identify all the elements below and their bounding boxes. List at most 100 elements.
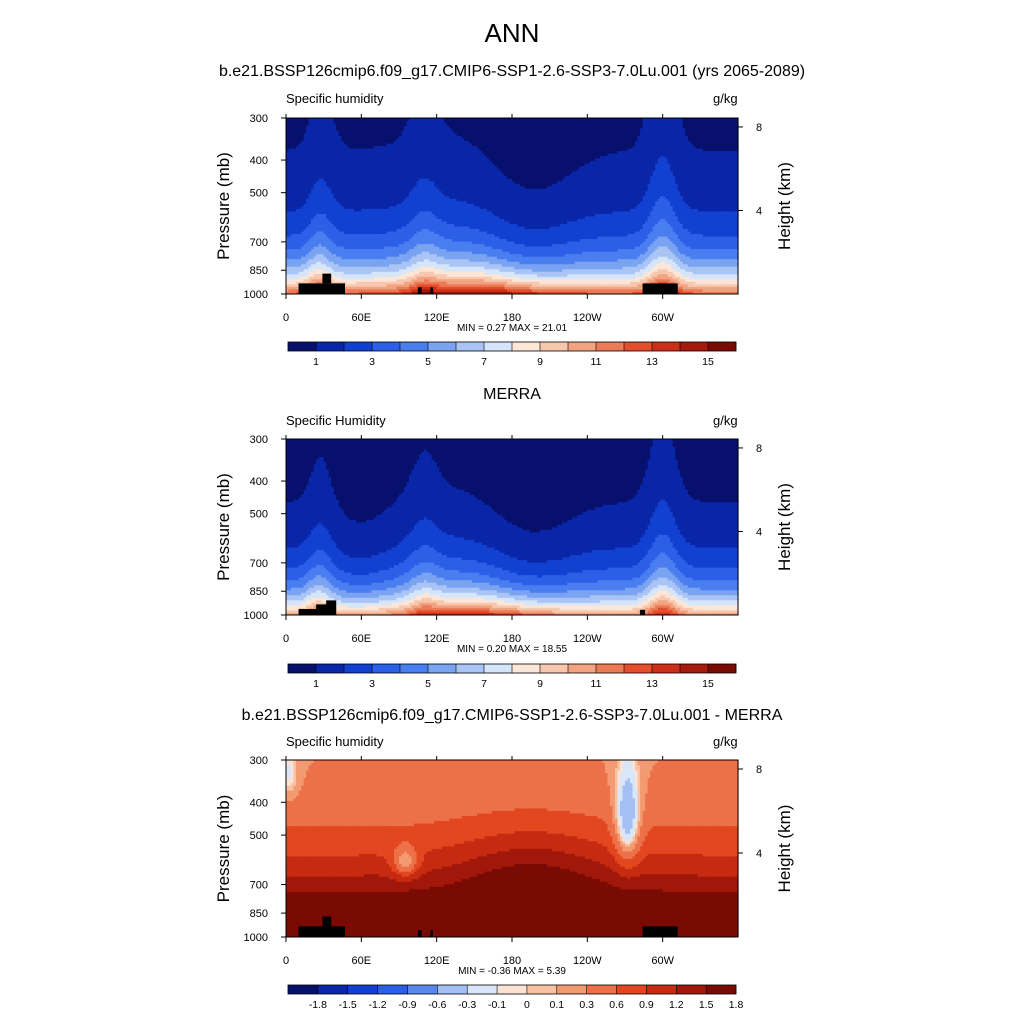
contour-cell xyxy=(715,117,719,152)
contour-cell xyxy=(401,260,405,270)
contour-cell xyxy=(431,117,435,182)
contour-cell xyxy=(524,594,528,601)
contour-cell xyxy=(426,561,430,573)
contour-cell xyxy=(378,825,383,857)
contour-cell xyxy=(308,607,312,611)
contour-cell xyxy=(291,283,295,287)
contour-cell xyxy=(547,612,551,616)
contour-cell xyxy=(308,238,312,252)
contour-cell xyxy=(690,117,694,144)
contour-cell xyxy=(577,291,581,295)
contour-cell xyxy=(574,291,578,295)
contour-cell xyxy=(670,276,674,282)
contour-cell xyxy=(577,167,581,219)
contour-cell xyxy=(496,514,501,551)
contour-cell xyxy=(617,286,621,290)
contour-cell xyxy=(434,438,438,463)
contour-cell xyxy=(635,544,639,566)
contour-cell xyxy=(519,225,523,245)
contour-cell xyxy=(291,258,295,267)
contour-cell xyxy=(383,875,388,892)
contour-cell xyxy=(529,278,533,282)
contour-cell xyxy=(434,609,438,613)
contour-cell xyxy=(735,589,739,596)
case-title: b.e21.BSSP126cmip6.f09_g17.CMIP6-SSP1-2.… xyxy=(218,63,806,80)
contour-cell xyxy=(341,875,345,892)
contour-cell xyxy=(461,225,465,242)
contour-cell xyxy=(534,263,538,272)
contour-cell xyxy=(484,438,488,505)
contour-cell xyxy=(348,556,352,573)
contour-cell xyxy=(363,248,367,260)
contour-cell xyxy=(695,609,699,613)
contour-cell xyxy=(534,270,538,275)
contour-cell xyxy=(444,554,448,571)
land-mask-obs xyxy=(298,609,324,615)
contour-cell xyxy=(376,288,380,292)
contour-cell xyxy=(534,597,538,601)
contour-cell xyxy=(707,117,711,152)
contour-cell xyxy=(647,255,651,265)
contour-cell xyxy=(715,566,719,581)
contour-cell xyxy=(607,250,611,262)
contour-cell xyxy=(652,602,656,608)
contour-cell xyxy=(353,602,357,608)
contour-cell xyxy=(697,258,701,267)
contour-cell xyxy=(569,278,573,285)
contour-cell xyxy=(627,546,631,568)
contour-cell xyxy=(409,591,413,601)
contour-cell xyxy=(441,607,445,611)
contour-cell xyxy=(496,268,501,275)
contour-cell xyxy=(637,281,641,285)
contour-cell xyxy=(597,438,601,508)
contour-cell xyxy=(399,597,403,603)
contour-cell xyxy=(537,117,541,189)
contour-cell xyxy=(494,281,498,285)
contour-cell xyxy=(356,521,360,558)
contour-cell xyxy=(672,561,676,576)
contour-cell xyxy=(464,240,468,252)
contour-cell xyxy=(293,784,297,799)
contour-cell xyxy=(358,591,362,598)
contour-cell xyxy=(539,591,543,598)
contour-cell xyxy=(512,589,516,596)
contour-cell xyxy=(652,205,656,227)
contour-cell xyxy=(356,248,360,260)
contour-cell xyxy=(604,589,609,596)
contour-cell xyxy=(333,855,337,877)
contour-cell xyxy=(351,278,355,285)
contour-cell xyxy=(554,278,558,285)
contour-cell xyxy=(303,243,307,257)
contour-cell xyxy=(356,556,360,576)
contour-cell xyxy=(333,281,337,285)
contour-cell xyxy=(559,243,563,257)
contour-cell xyxy=(474,288,478,292)
contour-cell xyxy=(594,549,598,571)
contour-cell xyxy=(609,213,614,237)
contour-cell xyxy=(286,438,290,503)
contour-cell xyxy=(303,825,307,857)
contour-cell xyxy=(386,759,390,827)
contour-cell xyxy=(434,594,438,601)
contour-cell xyxy=(537,281,541,287)
contour-cell xyxy=(657,278,661,282)
contour-cell xyxy=(657,597,661,601)
contour-cell xyxy=(637,230,641,247)
contour-cell xyxy=(459,258,463,267)
contour-cell xyxy=(419,519,423,548)
contour-cell xyxy=(564,604,568,611)
contour-cell xyxy=(604,503,609,551)
contour-cell xyxy=(461,559,465,573)
contour-cell xyxy=(411,283,415,287)
contour-cell xyxy=(504,281,508,287)
contour-cell xyxy=(592,609,596,613)
contour-cell xyxy=(609,278,614,285)
contour-cell xyxy=(612,549,616,568)
contour-cell xyxy=(353,283,357,287)
contour-cell xyxy=(647,438,651,460)
colorbar-swatch xyxy=(316,664,345,673)
contour-cell xyxy=(517,288,521,292)
figure-title: ANN xyxy=(484,18,540,48)
contour-cell xyxy=(554,283,558,287)
contour-cell xyxy=(677,117,681,192)
